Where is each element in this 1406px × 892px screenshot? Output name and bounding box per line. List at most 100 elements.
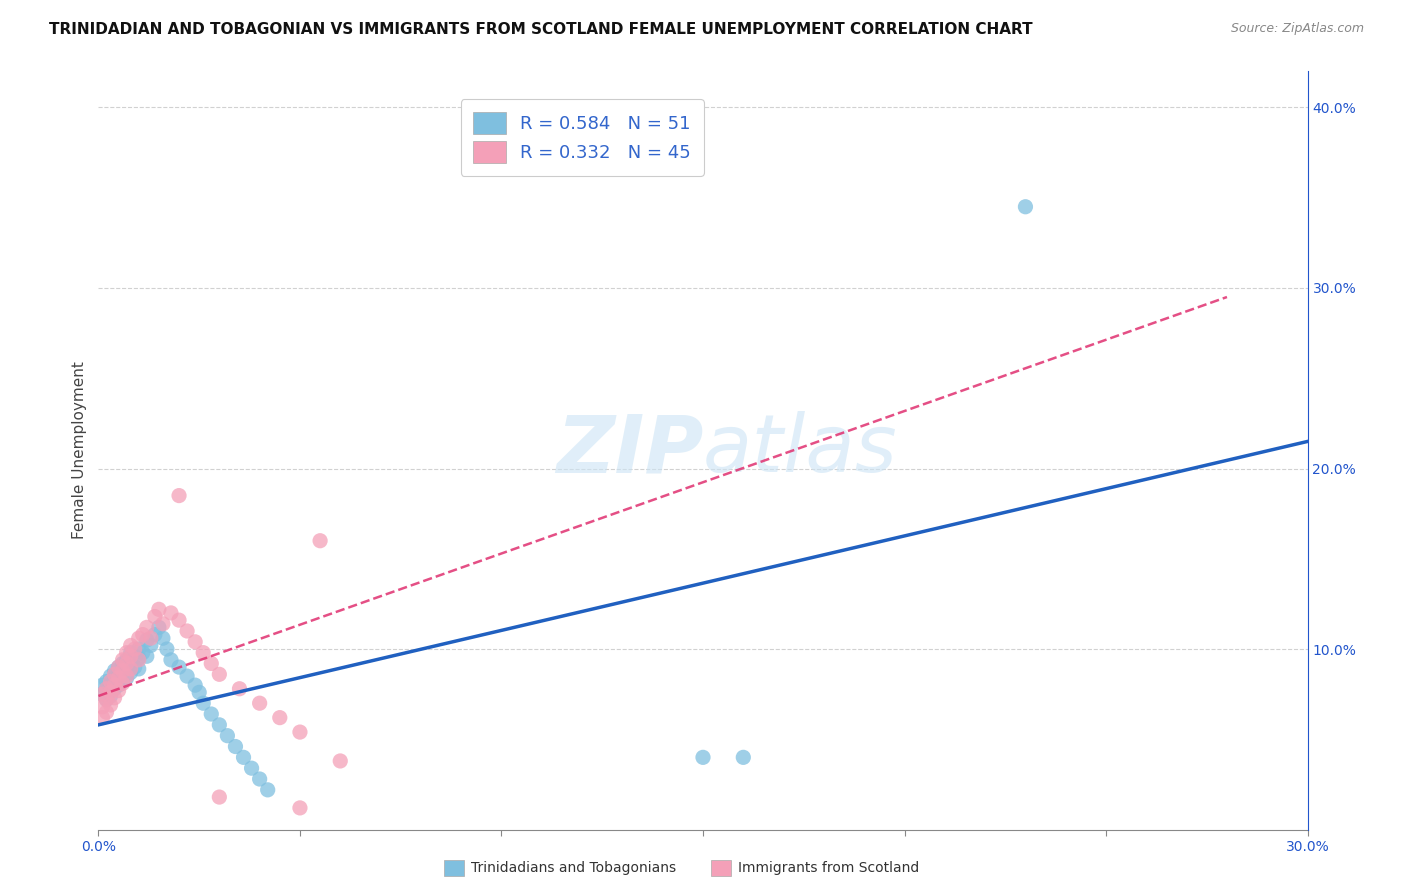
Point	[160, 653, 183, 667]
Point	[224, 739, 246, 754]
Point	[160, 606, 183, 620]
Point	[96, 692, 118, 706]
Point	[100, 669, 122, 683]
Point	[111, 676, 134, 690]
Point	[228, 681, 250, 696]
Point	[156, 642, 179, 657]
Point	[107, 678, 129, 692]
Point	[184, 635, 207, 649]
Point	[148, 602, 170, 616]
Point	[91, 711, 114, 725]
Point	[135, 620, 157, 634]
Point	[107, 660, 129, 674]
Point	[329, 754, 352, 768]
Point	[124, 660, 146, 674]
Point	[1014, 200, 1036, 214]
Point	[128, 653, 150, 667]
Point	[288, 801, 311, 815]
Point	[692, 750, 714, 764]
Y-axis label: Female Unemployment: Female Unemployment	[72, 361, 87, 540]
Bar	[444, 860, 464, 876]
Point	[184, 678, 207, 692]
Point	[100, 689, 122, 703]
Point	[143, 609, 166, 624]
Point	[103, 690, 125, 705]
Point	[115, 653, 138, 667]
Text: Source: ZipAtlas.com: Source: ZipAtlas.com	[1230, 22, 1364, 36]
Point	[103, 678, 125, 692]
Point	[107, 660, 129, 674]
Point	[200, 706, 222, 721]
Point	[91, 687, 114, 701]
Point	[103, 664, 125, 678]
Text: atlas: atlas	[703, 411, 898, 490]
Point	[100, 678, 122, 692]
Point	[120, 662, 142, 676]
Point	[128, 642, 150, 657]
Point	[176, 669, 198, 683]
Point	[193, 696, 215, 710]
Point	[103, 667, 125, 681]
Point	[309, 533, 332, 548]
Point	[167, 660, 190, 674]
Point	[124, 649, 146, 664]
Point	[111, 653, 134, 667]
Point	[96, 692, 118, 706]
Point	[111, 674, 134, 689]
Point	[100, 685, 122, 699]
Point	[115, 660, 138, 674]
Point	[256, 782, 278, 797]
Point	[193, 646, 215, 660]
Point	[132, 646, 155, 660]
Point	[128, 631, 150, 645]
Text: Immigrants from Scotland: Immigrants from Scotland	[738, 861, 920, 875]
Point	[124, 642, 146, 657]
Point	[128, 651, 150, 665]
Point	[167, 613, 190, 627]
Point	[240, 761, 263, 775]
Point	[96, 674, 118, 689]
Point	[115, 646, 138, 660]
Point	[135, 633, 157, 648]
Text: Trinidadians and Tobagonians: Trinidadians and Tobagonians	[471, 861, 676, 875]
Point	[96, 705, 118, 719]
Point	[288, 725, 311, 739]
Point	[96, 681, 118, 696]
Point	[139, 639, 162, 653]
Bar	[711, 860, 731, 876]
Point	[143, 627, 166, 641]
Point	[733, 750, 755, 764]
Text: ZIP: ZIP	[555, 411, 703, 490]
Point	[232, 750, 254, 764]
Point	[91, 678, 114, 692]
Point	[249, 696, 271, 710]
Point	[208, 790, 231, 805]
Point	[96, 681, 118, 696]
Point	[120, 649, 142, 664]
Point	[115, 657, 138, 671]
Point	[208, 718, 231, 732]
Point	[91, 699, 114, 714]
Point	[139, 631, 162, 645]
Point	[111, 664, 134, 678]
Point	[103, 681, 125, 696]
Legend: R = 0.584   N = 51, R = 0.332   N = 45: R = 0.584 N = 51, R = 0.332 N = 45	[461, 99, 703, 176]
Point	[249, 772, 271, 786]
Point	[111, 664, 134, 678]
Point	[152, 631, 174, 645]
Point	[120, 646, 142, 660]
Point	[100, 674, 122, 689]
Point	[217, 729, 239, 743]
Point	[188, 685, 211, 699]
Text: TRINIDADIAN AND TOBAGONIAN VS IMMIGRANTS FROM SCOTLAND FEMALE UNEMPLOYMENT CORRE: TRINIDADIAN AND TOBAGONIAN VS IMMIGRANTS…	[49, 22, 1033, 37]
Point	[135, 649, 157, 664]
Point	[111, 657, 134, 671]
Point	[115, 669, 138, 683]
Point	[152, 616, 174, 631]
Point	[107, 683, 129, 698]
Point	[148, 620, 170, 634]
Point	[200, 657, 222, 671]
Point	[132, 627, 155, 641]
Point	[269, 711, 291, 725]
Point	[107, 667, 129, 681]
